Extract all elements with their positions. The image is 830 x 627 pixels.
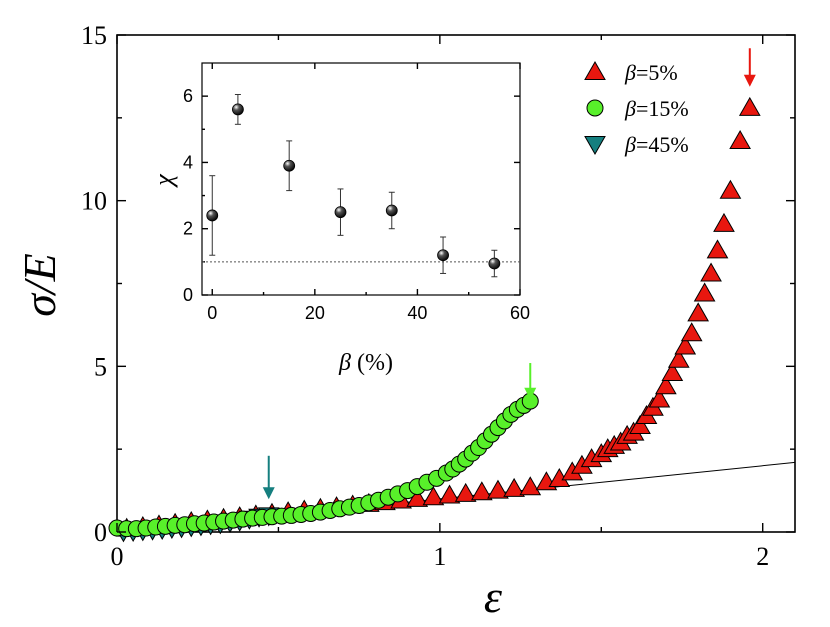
data-point — [700, 262, 722, 282]
data-point — [729, 130, 751, 150]
data-point — [693, 282, 716, 302]
x-tick-label: 2 — [756, 542, 769, 571]
data-point — [519, 476, 542, 496]
inset-data-point — [488, 249, 501, 278]
data-point — [674, 335, 697, 355]
data-point — [661, 361, 684, 381]
inset-data-point — [385, 191, 398, 230]
legend: β=5% β=15% β=45% — [584, 60, 689, 157]
arrow-annotation — [524, 363, 537, 400]
arrow-annotation — [262, 455, 275, 500]
y-tick-label: 15 — [81, 21, 107, 50]
data-point — [503, 477, 525, 497]
inset-y-tick-label: 0 — [183, 285, 193, 305]
y-tick-label: 10 — [81, 187, 107, 216]
y-tick-label: 5 — [94, 352, 107, 381]
legend-label: β=15% — [624, 96, 689, 121]
inset-marker — [206, 209, 219, 222]
arrow-annotation — [743, 48, 756, 87]
legend-marker — [584, 136, 606, 156]
inset-marker — [334, 206, 347, 219]
inset-frame — [201, 62, 521, 296]
inset-marker — [283, 159, 296, 172]
legend-marker — [584, 60, 606, 80]
inset-marker — [232, 103, 244, 116]
series-1 — [108, 392, 539, 538]
x-axis-title: ε — [484, 571, 503, 622]
inset-x-tick-label: 0 — [207, 303, 217, 323]
inset-background — [202, 63, 520, 295]
x-tick-label: 1 — [433, 542, 446, 571]
inset-marker — [437, 249, 449, 262]
inset-x-tick-label: 40 — [407, 303, 427, 323]
data-point — [422, 486, 445, 506]
series-group — [108, 96, 761, 543]
data-point — [438, 484, 461, 504]
data-point — [719, 179, 742, 199]
inset-data-point — [206, 175, 219, 256]
data-point — [629, 414, 651, 434]
data-point — [706, 239, 729, 259]
inset-data-point — [334, 188, 347, 236]
inset-y-tick-label: 6 — [183, 86, 193, 106]
data-point — [667, 348, 690, 368]
data-point — [470, 481, 493, 501]
data-point — [687, 302, 710, 322]
inset-marker — [488, 257, 501, 270]
inset-x-tick-label: 20 — [305, 303, 325, 323]
inset-y-axis-title: χ — [149, 174, 178, 189]
legend-label: β=45% — [624, 132, 689, 157]
data-point — [654, 375, 677, 395]
inset-chart: 0 20 40 60 0 2 4 6 — [183, 63, 530, 323]
data-point — [680, 322, 703, 342]
legend-marker — [586, 99, 604, 117]
inset-y-tick-label: 2 — [183, 219, 193, 239]
arrow-annotations — [262, 48, 756, 500]
inset-marker — [385, 204, 398, 217]
data-point — [713, 212, 735, 232]
legend-label: β=5% — [624, 60, 678, 85]
data-point — [738, 96, 761, 116]
inset-data-point — [232, 93, 244, 125]
data-point — [487, 479, 509, 499]
inset-y-tick-label: 4 — [183, 152, 193, 172]
inset-data-point — [283, 140, 296, 192]
x-tick-label: 0 — [111, 542, 124, 571]
data-point — [454, 482, 477, 502]
inset-data-point — [437, 236, 449, 274]
y-tick-label: 0 — [94, 518, 107, 547]
inset-x-tick-label: 60 — [510, 303, 530, 323]
y-axis-title: σ/E — [14, 253, 65, 317]
data-point — [648, 388, 671, 408]
inset-x-axis-title: β (%) — [338, 350, 393, 376]
